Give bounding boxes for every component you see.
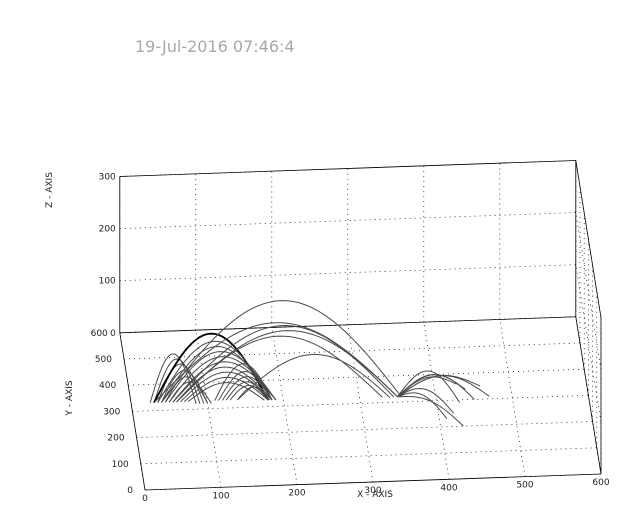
field-line [237, 353, 391, 401]
x-tick-label: 500 [516, 481, 533, 491]
z-tick-label: 300 [99, 173, 116, 183]
field-line [397, 374, 481, 398]
floor-grid-line [132, 395, 589, 412]
floor-grid-line [140, 447, 597, 465]
x-axis-label: X - AXIS [357, 490, 393, 500]
y-tick-label: 300 [103, 407, 120, 417]
y-tick-label: 400 [99, 381, 116, 391]
field-line [153, 322, 398, 404]
field-line [237, 386, 271, 401]
x-tick-label: 300 [364, 486, 381, 496]
frame-edge [119, 316, 576, 334]
back-grid-line [119, 212, 576, 229]
field-line [397, 376, 457, 398]
x-tick-label: 600 [592, 478, 609, 488]
x-tick-label: 200 [288, 489, 305, 499]
field-line [214, 363, 273, 401]
field-line [187, 382, 265, 402]
floor-grid-line [123, 342, 581, 360]
field-lines [149, 300, 490, 427]
x-tick-label: 400 [440, 483, 457, 493]
frame-edge [575, 316, 602, 475]
x-tick-label: 0 [142, 494, 148, 504]
z-tick-label: 200 [99, 225, 116, 235]
field-line [397, 396, 464, 427]
field-line [149, 353, 197, 405]
frame-edge [575, 160, 602, 318]
y-axis-label: Y - AXIS [65, 380, 75, 416]
field-line [183, 376, 269, 403]
field-line [221, 376, 273, 401]
field-line [397, 374, 466, 398]
frame-edge [144, 473, 602, 491]
y-tick-label: 0 [127, 486, 133, 496]
floor-grid-line [128, 368, 585, 386]
field-line [164, 351, 277, 403]
frame-edge [119, 332, 146, 491]
frame-edge [119, 160, 576, 177]
y-tick-label: 600 [91, 329, 108, 339]
x-tick-label: 100 [212, 491, 229, 501]
floor-grid-line [136, 421, 593, 438]
field-line [397, 387, 455, 414]
y-tick-label: 100 [112, 460, 129, 470]
grid-layer [119, 160, 602, 491]
z-axis-label: Z - AXIS [45, 172, 55, 208]
back-grid-line [119, 264, 576, 282]
field-line [229, 385, 269, 401]
y-tick-label: 500 [95, 355, 112, 365]
axes-frame [119, 160, 602, 491]
field-line [176, 335, 383, 403]
side-grid-line [575, 212, 602, 370]
floor-grid-line [347, 324, 374, 483]
field-line [218, 370, 273, 401]
field-line [168, 356, 277, 403]
field-line [397, 392, 448, 420]
timestamp-label: 19-Jul-2016 07:46:4 [135, 37, 295, 56]
z-tick-label: 100 [99, 277, 116, 287]
field-line [164, 376, 209, 404]
y-tick-label: 200 [107, 434, 124, 444]
field-line [397, 370, 461, 403]
z-tick-label: 0 [110, 329, 116, 339]
field-line [161, 300, 402, 403]
